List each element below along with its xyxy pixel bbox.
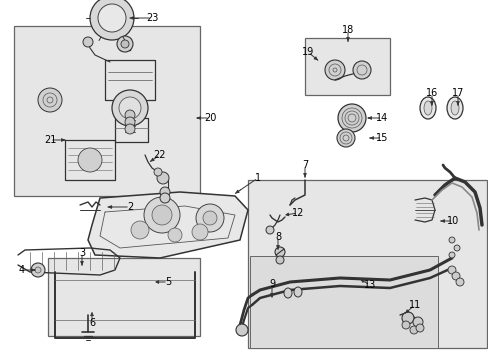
Circle shape xyxy=(448,252,454,258)
Text: 4: 4 xyxy=(19,265,25,275)
Circle shape xyxy=(157,172,169,184)
Circle shape xyxy=(154,168,162,176)
Circle shape xyxy=(121,40,129,48)
Circle shape xyxy=(83,37,93,47)
Circle shape xyxy=(125,110,135,120)
Circle shape xyxy=(125,117,135,127)
Circle shape xyxy=(415,324,423,332)
Circle shape xyxy=(35,267,41,273)
Ellipse shape xyxy=(419,97,435,119)
Text: 11: 11 xyxy=(408,300,420,310)
Text: 23: 23 xyxy=(145,13,158,23)
Circle shape xyxy=(152,205,172,225)
Circle shape xyxy=(119,97,141,119)
Text: 6: 6 xyxy=(89,318,95,328)
Circle shape xyxy=(117,36,133,52)
Text: 22: 22 xyxy=(153,150,166,160)
Circle shape xyxy=(125,124,135,134)
Ellipse shape xyxy=(450,101,458,115)
Circle shape xyxy=(447,266,455,274)
Text: 1: 1 xyxy=(254,173,261,183)
Text: 17: 17 xyxy=(451,88,463,98)
Ellipse shape xyxy=(293,287,302,297)
Text: 19: 19 xyxy=(301,47,313,57)
Text: 15: 15 xyxy=(375,133,387,143)
Circle shape xyxy=(168,228,182,242)
Text: 12: 12 xyxy=(291,208,304,218)
Circle shape xyxy=(112,90,148,126)
Circle shape xyxy=(336,129,354,147)
Circle shape xyxy=(90,0,134,40)
Circle shape xyxy=(265,226,273,234)
Ellipse shape xyxy=(284,288,291,298)
Circle shape xyxy=(401,321,409,329)
Circle shape xyxy=(274,247,285,257)
Circle shape xyxy=(31,263,45,277)
Bar xyxy=(247,180,486,348)
Circle shape xyxy=(38,88,62,112)
Text: 7: 7 xyxy=(301,160,307,170)
Circle shape xyxy=(448,237,454,243)
Circle shape xyxy=(412,317,422,327)
Bar xyxy=(14,26,200,196)
Circle shape xyxy=(196,204,224,232)
Circle shape xyxy=(455,278,463,286)
Circle shape xyxy=(160,187,170,197)
Circle shape xyxy=(409,326,417,334)
Text: 5: 5 xyxy=(164,277,171,287)
Circle shape xyxy=(98,4,126,32)
Bar xyxy=(48,258,200,336)
Circle shape xyxy=(352,61,370,79)
Circle shape xyxy=(325,60,345,80)
Circle shape xyxy=(453,245,459,251)
Ellipse shape xyxy=(446,97,462,119)
Circle shape xyxy=(236,324,247,336)
Bar xyxy=(249,256,437,348)
Circle shape xyxy=(143,197,180,233)
Circle shape xyxy=(192,224,207,240)
Circle shape xyxy=(131,221,149,239)
Text: 10: 10 xyxy=(446,216,458,226)
Text: 3: 3 xyxy=(79,248,85,258)
Text: 13: 13 xyxy=(363,280,375,290)
Text: 18: 18 xyxy=(341,25,353,35)
Circle shape xyxy=(337,104,365,132)
Circle shape xyxy=(203,211,217,225)
Text: 16: 16 xyxy=(425,88,437,98)
Text: 20: 20 xyxy=(203,113,216,123)
Polygon shape xyxy=(88,192,247,258)
Text: 8: 8 xyxy=(274,232,281,242)
Circle shape xyxy=(275,256,284,264)
Text: 2: 2 xyxy=(126,202,133,212)
Bar xyxy=(305,38,389,95)
Circle shape xyxy=(160,193,170,203)
Circle shape xyxy=(451,272,459,280)
Ellipse shape xyxy=(423,101,431,115)
Text: 14: 14 xyxy=(375,113,387,123)
Circle shape xyxy=(78,148,102,172)
Circle shape xyxy=(401,312,413,324)
Text: 9: 9 xyxy=(268,279,274,289)
Text: 21: 21 xyxy=(44,135,56,145)
